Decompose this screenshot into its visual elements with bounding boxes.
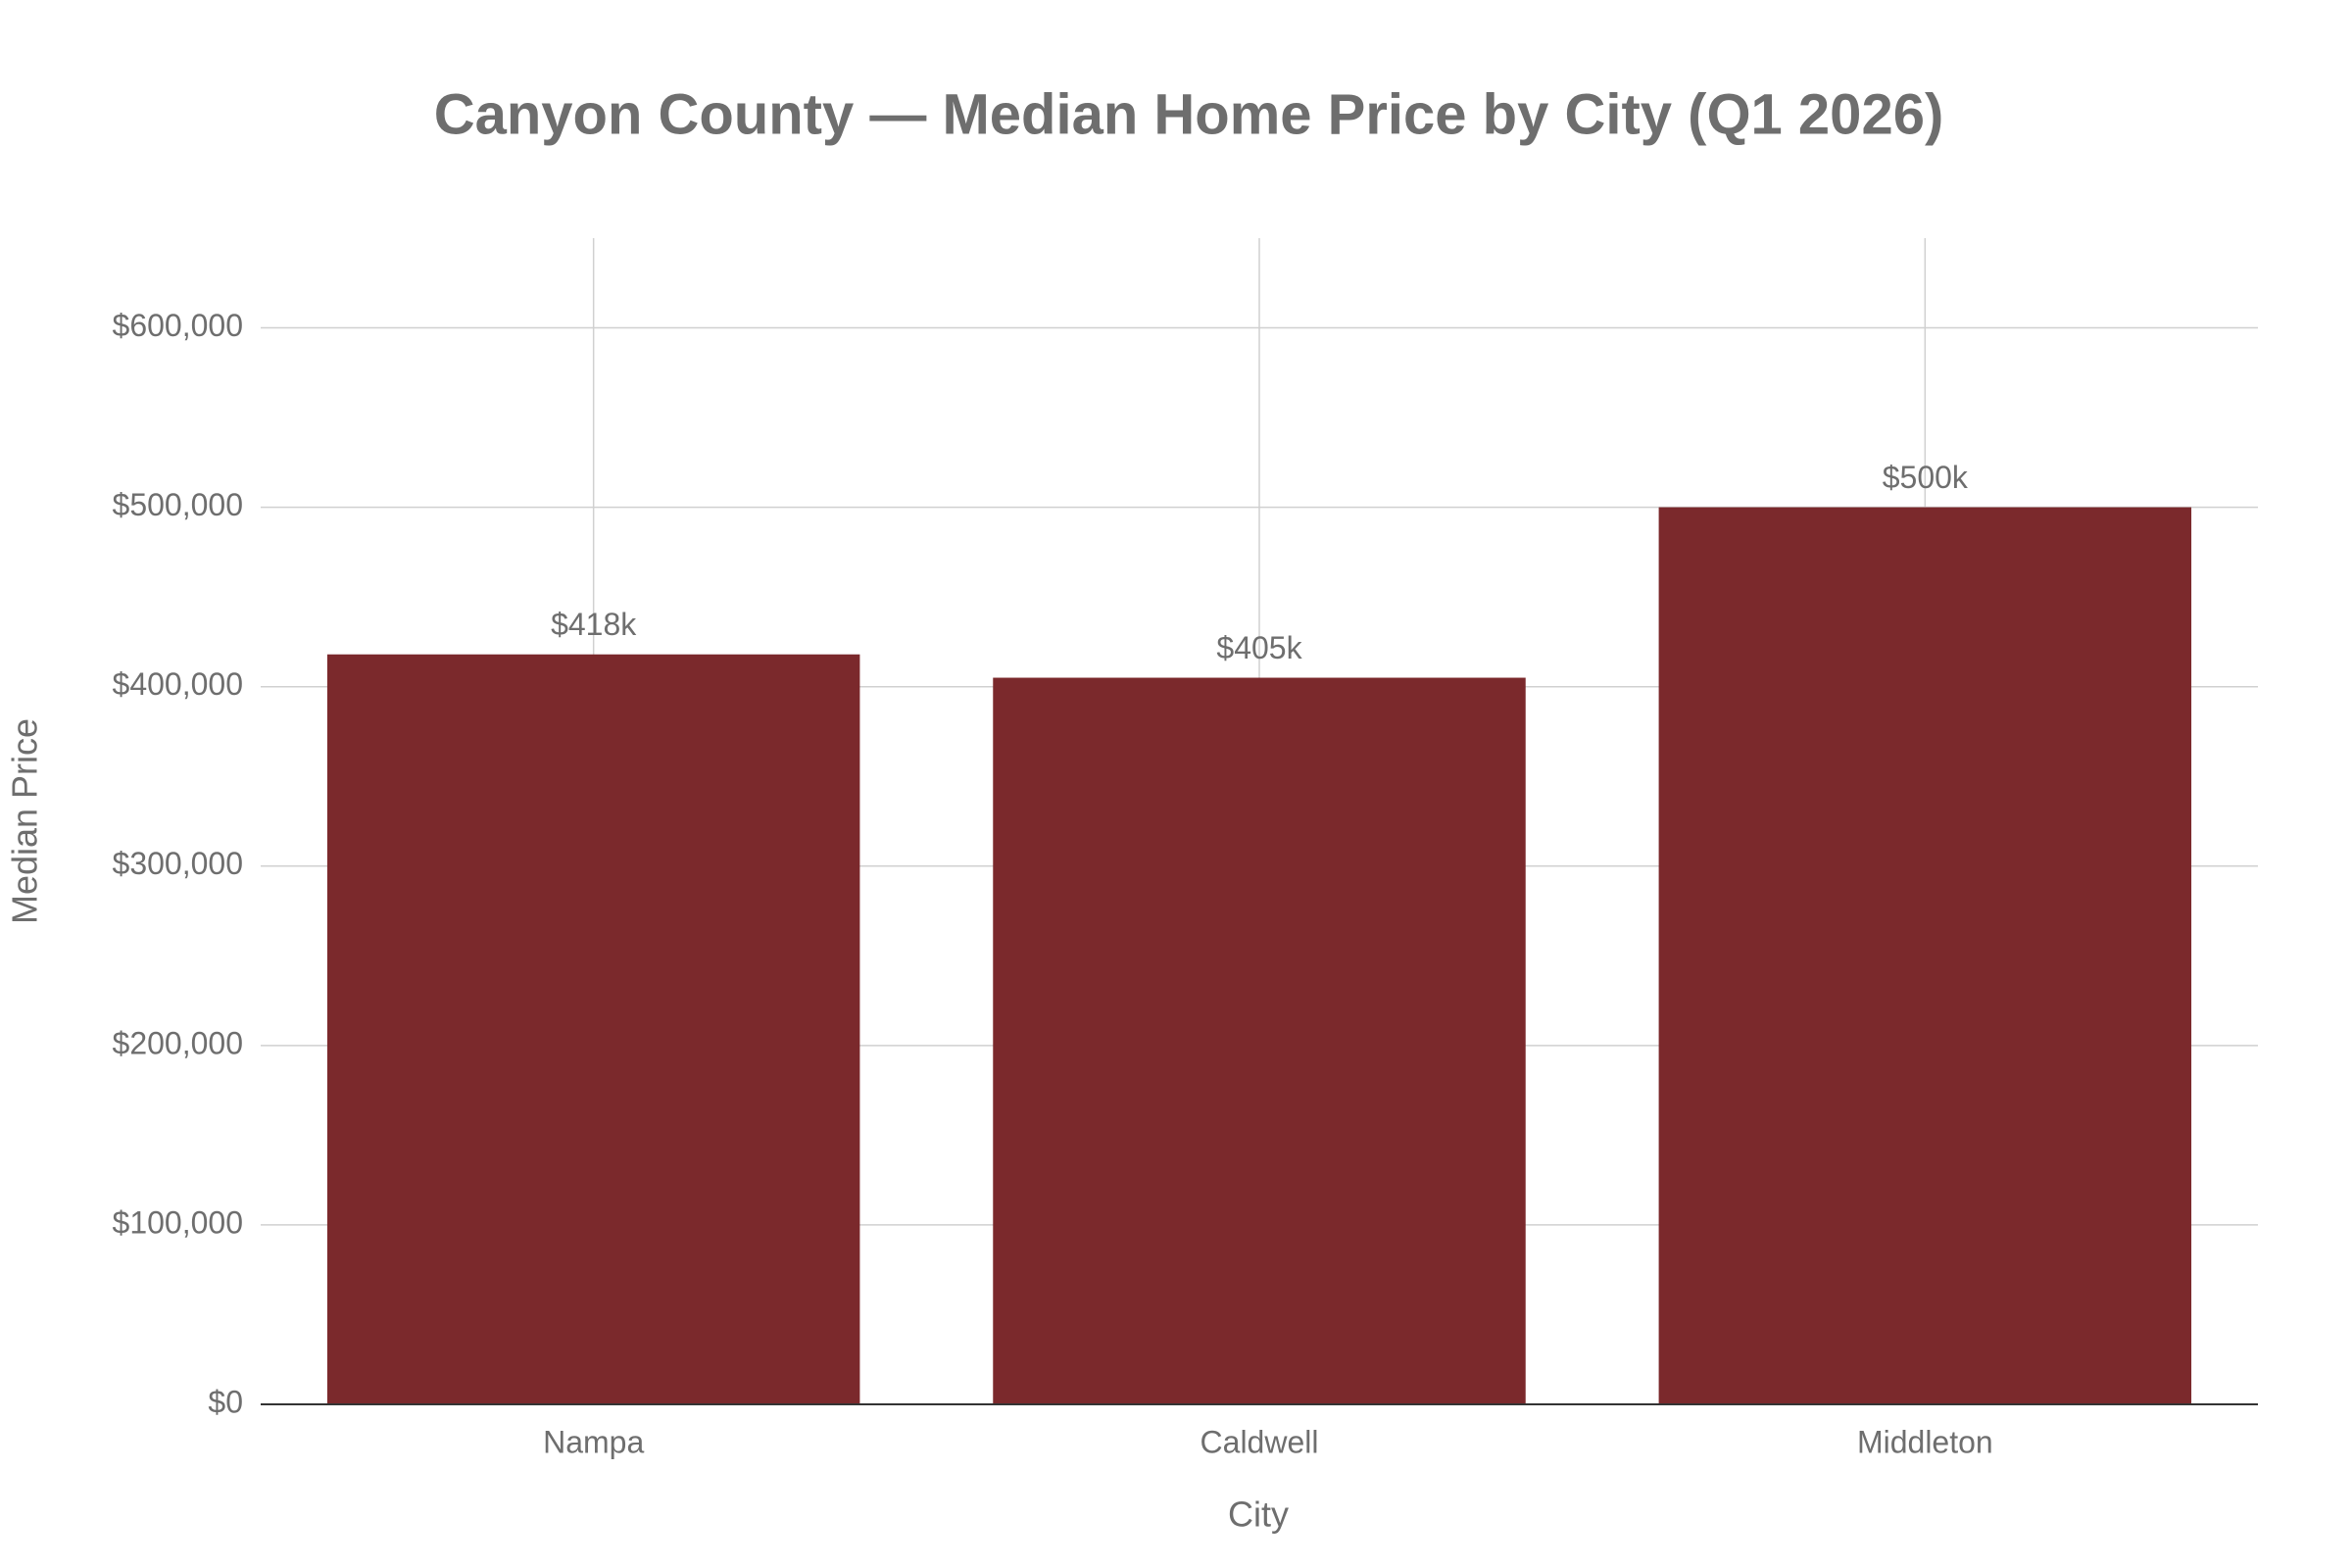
value-label: $500k (1883, 460, 1969, 495)
bar (326, 654, 860, 1404)
y-tick-label: $600,000 (113, 308, 243, 343)
y-tick-label: $200,000 (113, 1025, 243, 1060)
y-tick-label: $500,000 (113, 487, 243, 522)
value-label: $405k (1216, 630, 1302, 665)
x-axis-title: City (1228, 1494, 1289, 1535)
y-tick-label: $400,000 (113, 666, 243, 702)
y-tick-label: $300,000 (113, 846, 243, 881)
chart-title: Canyon County — Median Home Price by Cit… (434, 82, 1944, 146)
y-tick-label: $0 (208, 1384, 243, 1419)
bar (993, 677, 1526, 1404)
y-axis-title: Median Price (5, 718, 45, 924)
value-label: $418k (551, 607, 637, 642)
x-tick-label: Middleton (1857, 1424, 1993, 1459)
x-tick-label: Nampa (543, 1424, 644, 1459)
x-tick-label: Caldwell (1200, 1424, 1319, 1459)
y-tick-label: $100,000 (113, 1204, 243, 1240)
bar (1658, 507, 2192, 1404)
